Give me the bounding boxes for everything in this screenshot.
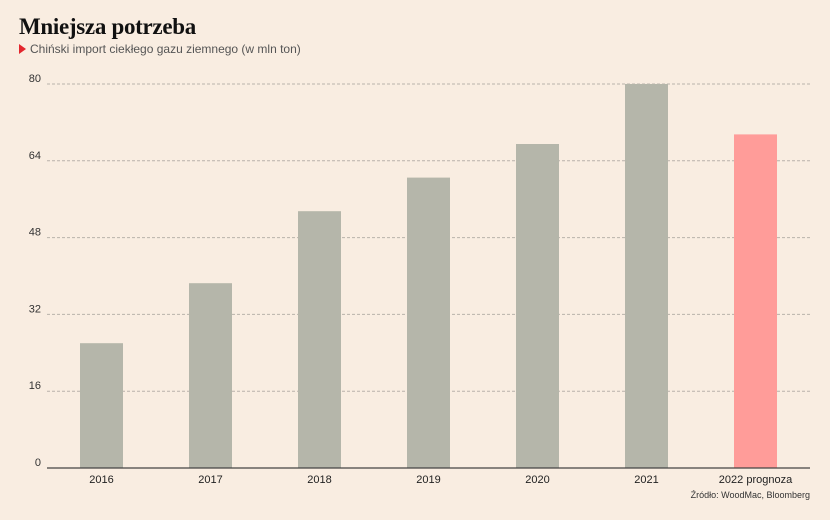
- bar: [189, 283, 232, 468]
- source-note: Źródło: WoodMac, Bloomberg: [690, 490, 810, 500]
- bar: [625, 84, 668, 468]
- y-tick-label: 64: [29, 150, 41, 162]
- chart-subtitle-text: Chiński import ciekłego gazu ziemnego (w…: [30, 42, 301, 56]
- y-tick-label: 32: [29, 303, 41, 315]
- bar: [407, 177, 450, 468]
- forecast-bar: [734, 134, 777, 468]
- x-tick-label: 2016: [89, 474, 113, 486]
- x-tick-label: 2018: [307, 474, 331, 486]
- bar: [298, 211, 341, 468]
- x-tick-label: 2022 prognoza: [719, 474, 793, 486]
- y-tick-label: 48: [29, 227, 41, 239]
- y-tick-label: 16: [29, 380, 41, 392]
- x-tick-label: 2019: [416, 474, 440, 486]
- y-tick-label: 80: [29, 73, 41, 85]
- x-tick-label: 2017: [198, 474, 222, 486]
- x-tick-label: 2020: [525, 474, 549, 486]
- chart-title: Mniejsza potrzeba: [19, 14, 196, 39]
- x-tick-label: 2021: [634, 474, 658, 486]
- bar: [516, 144, 559, 468]
- y-tick-label: 0: [35, 457, 41, 469]
- triangle-marker-icon: [19, 44, 26, 54]
- chart-subtitle: Chiński import ciekłego gazu ziemnego (w…: [19, 42, 301, 56]
- bar: [80, 343, 123, 468]
